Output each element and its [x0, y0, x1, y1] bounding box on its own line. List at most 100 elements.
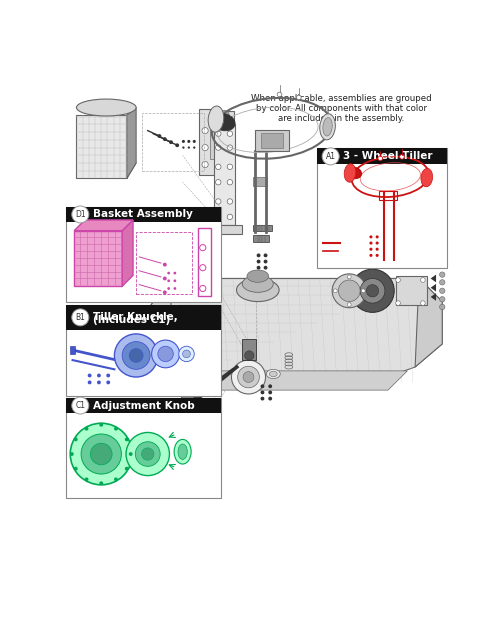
Bar	[214, 125, 236, 225]
Circle shape	[396, 278, 400, 282]
Circle shape	[106, 373, 110, 377]
Circle shape	[332, 274, 366, 308]
Circle shape	[440, 304, 445, 310]
Circle shape	[376, 248, 378, 251]
Circle shape	[370, 254, 372, 257]
Circle shape	[72, 309, 89, 326]
Bar	[182, 401, 198, 415]
Text: Tiller Knuckle,: Tiller Knuckle,	[92, 312, 178, 322]
Ellipse shape	[236, 279, 279, 301]
Circle shape	[174, 287, 176, 290]
Circle shape	[188, 140, 190, 143]
Circle shape	[88, 380, 92, 384]
Circle shape	[227, 214, 232, 220]
Ellipse shape	[346, 167, 362, 179]
Circle shape	[70, 423, 132, 485]
Circle shape	[351, 269, 394, 312]
Ellipse shape	[421, 168, 432, 187]
Bar	[253, 225, 272, 231]
Circle shape	[216, 180, 221, 185]
Circle shape	[152, 340, 180, 368]
Ellipse shape	[76, 99, 136, 116]
Bar	[199, 109, 216, 175]
Circle shape	[256, 253, 260, 257]
Circle shape	[169, 141, 173, 144]
Circle shape	[126, 432, 170, 475]
Circle shape	[264, 260, 268, 263]
Circle shape	[168, 272, 170, 275]
Circle shape	[227, 180, 232, 185]
Circle shape	[440, 272, 445, 277]
Ellipse shape	[323, 118, 332, 136]
Ellipse shape	[344, 164, 356, 182]
Circle shape	[227, 164, 232, 170]
Circle shape	[227, 199, 232, 204]
Ellipse shape	[178, 444, 188, 460]
Circle shape	[400, 154, 404, 159]
Circle shape	[334, 289, 337, 292]
Circle shape	[362, 289, 365, 292]
Circle shape	[396, 301, 400, 305]
Circle shape	[97, 380, 101, 384]
Circle shape	[244, 351, 254, 360]
Polygon shape	[76, 115, 127, 179]
Circle shape	[216, 131, 221, 136]
Circle shape	[163, 263, 166, 266]
Text: Adjustment Knob: Adjustment Knob	[92, 401, 194, 411]
Circle shape	[74, 437, 78, 441]
Circle shape	[176, 143, 179, 147]
Circle shape	[277, 92, 282, 97]
Circle shape	[182, 146, 184, 149]
Circle shape	[72, 397, 89, 414]
Bar	[142, 113, 204, 171]
Bar	[136, 232, 192, 294]
Bar	[378, 191, 398, 200]
Bar	[215, 111, 234, 125]
Ellipse shape	[270, 372, 277, 377]
Polygon shape	[430, 275, 436, 282]
Circle shape	[158, 134, 162, 138]
Bar	[396, 276, 427, 305]
Circle shape	[182, 140, 185, 143]
Circle shape	[114, 427, 118, 430]
Circle shape	[84, 477, 88, 481]
Circle shape	[163, 291, 166, 294]
Circle shape	[216, 164, 221, 170]
Circle shape	[163, 277, 166, 280]
Circle shape	[376, 254, 378, 257]
Bar	[253, 235, 268, 242]
Bar	[210, 121, 216, 159]
Ellipse shape	[174, 439, 191, 464]
Circle shape	[440, 297, 445, 302]
Circle shape	[192, 140, 196, 143]
Circle shape	[158, 346, 174, 361]
Bar	[182, 392, 194, 403]
Ellipse shape	[247, 270, 268, 282]
Polygon shape	[127, 108, 136, 179]
Circle shape	[227, 131, 232, 136]
Polygon shape	[148, 279, 442, 386]
Circle shape	[256, 266, 260, 270]
Circle shape	[366, 285, 378, 297]
Circle shape	[114, 477, 118, 481]
Circle shape	[376, 242, 378, 244]
Circle shape	[106, 380, 110, 384]
Circle shape	[174, 272, 176, 275]
Bar	[66, 207, 222, 222]
Circle shape	[260, 397, 264, 401]
Circle shape	[114, 334, 158, 377]
Circle shape	[220, 111, 229, 120]
Bar	[261, 133, 282, 148]
Circle shape	[202, 128, 208, 134]
Circle shape	[182, 350, 190, 358]
Bar	[66, 398, 222, 498]
Ellipse shape	[208, 106, 224, 132]
Circle shape	[348, 303, 351, 306]
Circle shape	[268, 391, 272, 394]
Circle shape	[227, 145, 232, 150]
Circle shape	[238, 367, 260, 388]
Polygon shape	[76, 163, 136, 179]
Bar	[254, 130, 289, 151]
Text: C1: C1	[76, 401, 86, 410]
Text: A1: A1	[326, 152, 336, 161]
